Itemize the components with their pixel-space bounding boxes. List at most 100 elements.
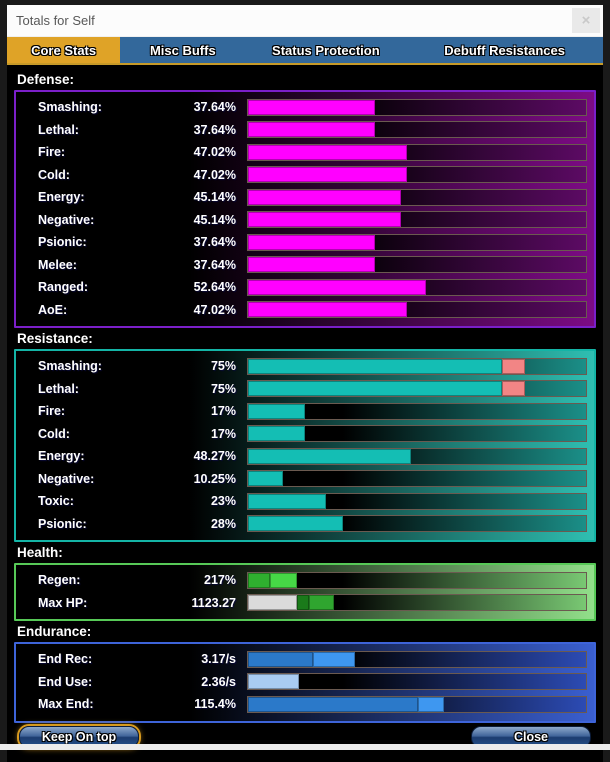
- defense-bar-track: [247, 256, 587, 274]
- health-bar-track: [247, 594, 587, 612]
- resistance-row: Energy: 48.27%: [16, 445, 588, 468]
- defense-bar-track: [247, 143, 587, 161]
- defense-bar-segment: [248, 302, 407, 318]
- defense-row-label: Melee:: [38, 257, 77, 272]
- defense-bar-segment: [248, 189, 401, 205]
- defense-bar-track: [247, 278, 587, 296]
- defense-row-label: Fire:: [38, 145, 66, 160]
- health-bar-segment: [248, 595, 297, 611]
- resistance-row: Cold: 17%: [16, 423, 588, 446]
- endurance-bar-segment: [248, 696, 418, 712]
- section-resistance: Resistance: Smashing: 75% Lethal: 75% Fire: 17…: [13, 331, 597, 542]
- health-bar-segment: [270, 572, 297, 588]
- endurance-bar-track: [247, 673, 587, 691]
- resistance-row: Negative: 10.25%: [16, 468, 588, 491]
- resistance-row-label: Lethal:: [38, 381, 79, 396]
- endurance-bar-track: [247, 650, 587, 668]
- defense-bar-segment: [248, 122, 376, 138]
- defense-row: Psionic: 37.64%: [16, 231, 588, 254]
- defense-row: AoE: 47.02%: [16, 299, 588, 322]
- tab-misc-buffs[interactable]: Misc Buffs: [149, 42, 216, 58]
- resistance-row-label: Energy:: [38, 449, 85, 464]
- resistance-row-label: Psionic:: [38, 516, 87, 531]
- resistance-row: Psionic: 28%: [16, 513, 588, 536]
- defense-bar-segment: [248, 234, 376, 250]
- defense-row-label: Lethal:: [38, 122, 79, 137]
- section-title-defense: Defense:: [17, 72, 75, 87]
- endurance-row-label: Max End:: [38, 697, 94, 712]
- defense-row-label: AoE:: [38, 302, 68, 317]
- endurance-bar-segment: [418, 696, 445, 712]
- defense-bar-track: [247, 188, 587, 206]
- stat-sections: Defense: Smashing: 37.64% Lethal: 37.64% Fire…: [13, 69, 597, 724]
- endurance-bar-track: [247, 695, 587, 713]
- health-box: Regen: 217% Max HP: 1123.27: [14, 563, 596, 621]
- defense-row-label: Ranged:: [38, 280, 88, 295]
- section-title-resistance: Resistance:: [17, 331, 93, 346]
- defense-row-label: Negative:: [38, 212, 95, 227]
- section-health: Health: Regen: 217% Max HP: 1123.27: [13, 545, 597, 621]
- resistance-row: Smashing: 75%: [16, 355, 588, 378]
- resistance-row-value: 75%: [210, 359, 236, 374]
- resistance-bar-segment: [248, 426, 306, 442]
- endurance-bar-segment: [248, 674, 300, 690]
- title-bar[interactable]: Totals for Self ×: [7, 5, 603, 37]
- resistance-row-value: 75%: [210, 381, 236, 396]
- resistance-bar-track: [247, 357, 587, 375]
- resistance-bar-segment: [248, 381, 502, 397]
- close-button[interactable]: Close: [471, 725, 591, 748]
- defense-row: Ranged: 52.64%: [16, 276, 588, 299]
- health-row-value: 217%: [204, 573, 236, 588]
- defense-bar-track: [247, 121, 587, 139]
- resistance-bar-segment: [248, 403, 306, 419]
- totals-for-self-dialog: Totals for Self × Core Stats Misc Buffs St…: [7, 5, 603, 762]
- resistance-bar-track: [247, 380, 587, 398]
- tab-status-protection[interactable]: Status Protection: [272, 42, 380, 58]
- resistance-row-value: 17%: [210, 426, 236, 441]
- health-bar-track: [247, 571, 587, 589]
- defense-bar-track: [247, 301, 587, 319]
- defense-bar-segment: [248, 144, 407, 160]
- endurance-row-label: End Use:: [38, 674, 93, 689]
- endurance-row-value: 115.4%: [194, 697, 236, 712]
- defense-row-value: 52.64%: [193, 280, 236, 295]
- stats-content: Defense: Smashing: 37.64% Lethal: 37.64% Fire…: [7, 65, 603, 762]
- section-endurance: Endurance: End Rec: 3.17/s End Use: 2.36/s Ma…: [13, 624, 597, 723]
- defense-bar-track: [247, 233, 587, 251]
- resistance-row: Fire: 17%: [16, 400, 588, 423]
- endurance-row: Max End: 115.4%: [16, 693, 588, 716]
- defense-bar-segment: [248, 257, 376, 273]
- defense-bar-segment: [248, 212, 401, 228]
- defense-row: Melee: 37.64%: [16, 254, 588, 277]
- health-row: Regen: 217%: [16, 569, 588, 592]
- resistance-row-label: Fire:: [38, 404, 66, 419]
- defense-row: Cold: 47.02%: [16, 164, 588, 187]
- resistance-bar-track: [247, 492, 587, 510]
- defense-row-value: 45.14%: [193, 190, 236, 205]
- tab-debuff-resistances[interactable]: Debuff Resistances: [444, 42, 565, 58]
- defense-box: Smashing: 37.64% Lethal: 37.64% Fire: 47.02% C…: [14, 90, 596, 328]
- endurance-row-label: End Rec:: [38, 652, 93, 667]
- defense-row: Smashing: 37.64%: [16, 96, 588, 119]
- defense-bar-track: [247, 98, 587, 116]
- resistance-bar-segment: [248, 358, 502, 374]
- tab-strip: Core Stats Misc Buffs Status Protection Deb…: [7, 37, 603, 65]
- resistance-row-value: 17%: [210, 404, 236, 419]
- defense-row-value: 47.02%: [193, 302, 236, 317]
- defense-row: Negative: 45.14%: [16, 209, 588, 232]
- resistance-row: Toxic: 23%: [16, 490, 588, 513]
- defense-row-label: Smashing:: [38, 100, 102, 115]
- defense-row: Energy: 45.14%: [16, 186, 588, 209]
- defense-bar-segment: [248, 99, 376, 115]
- tab-core-stats[interactable]: Core Stats: [7, 37, 121, 63]
- section-defense: Defense: Smashing: 37.64% Lethal: 37.64% Fire…: [13, 72, 597, 328]
- resistance-bar-track: [247, 447, 587, 465]
- health-row: Max HP: 1123.27: [16, 592, 588, 615]
- resistance-row-value: 23%: [210, 494, 236, 509]
- resistance-bar-segment: [501, 381, 525, 397]
- resistance-bar-track: [247, 470, 587, 488]
- desktop-edge-strip: [0, 744, 610, 750]
- defense-row-value: 37.64%: [193, 235, 236, 250]
- window-close-button[interactable]: ×: [572, 8, 600, 33]
- footer-bar: Keep On top Close: [13, 724, 597, 756]
